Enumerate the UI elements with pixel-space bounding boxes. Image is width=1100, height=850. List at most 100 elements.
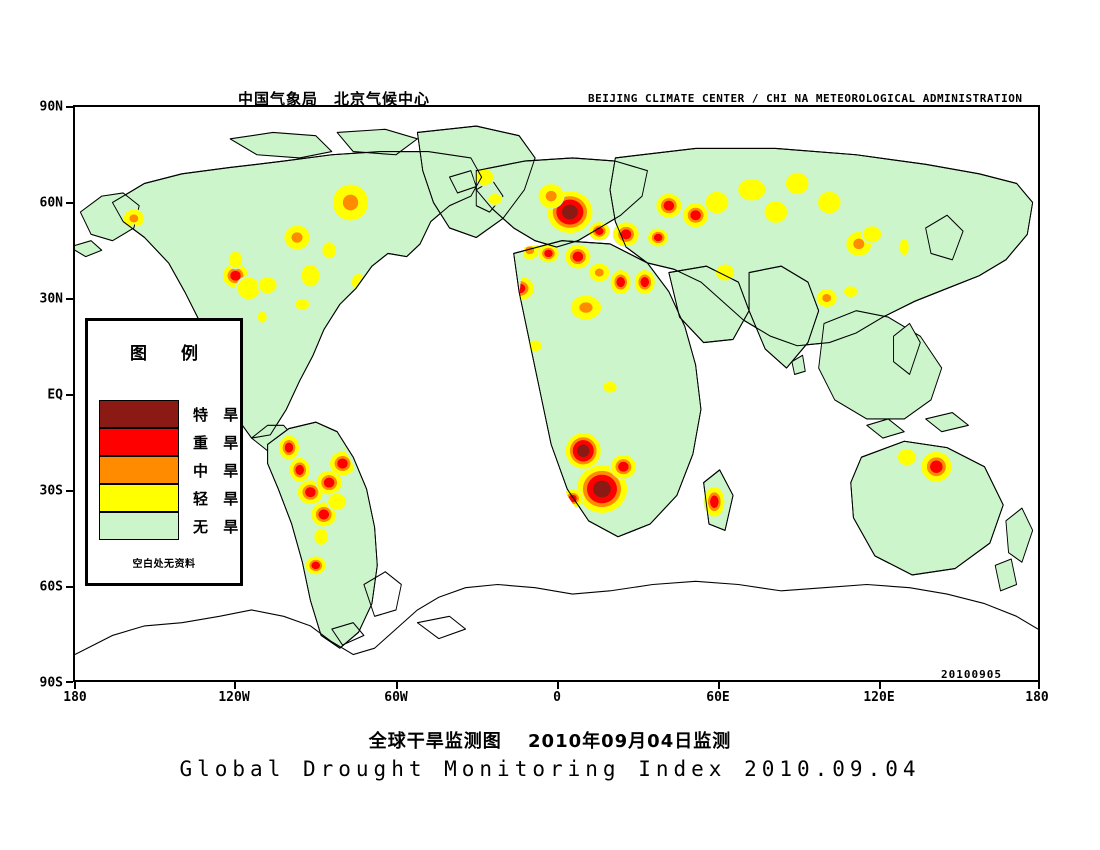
y-tick-mark <box>66 298 73 300</box>
hotspot-sao-paulo <box>326 492 348 512</box>
y-axis: 90N 60N 30N EQ 30S 60S 90S <box>0 0 73 850</box>
x-tick-mark <box>234 682 236 689</box>
date-stamp: 20100905 <box>941 668 1002 681</box>
y-tick-label: 30S <box>39 483 63 499</box>
hotspot-yakutia <box>783 170 811 197</box>
y-tick-label: 30N <box>39 291 63 307</box>
legend-items: 特 旱 重 旱 中 旱 轻 旱 无 旱 <box>99 400 243 540</box>
x-tick-mark <box>557 682 559 689</box>
y-tick-label: 60N <box>39 195 63 211</box>
hotspot-central-america <box>256 310 268 324</box>
hotspot-yunnan <box>815 288 838 308</box>
hotspot-siberia-north <box>735 177 768 203</box>
legend-label-severe: 重 旱 <box>193 433 244 452</box>
x-tick-label: 0 <box>553 690 561 705</box>
x-tick-mark <box>396 682 398 689</box>
hotspot-great-basin <box>256 275 279 295</box>
legend-item-extreme: 特 旱 <box>99 400 243 428</box>
y-tick-label: 60S <box>39 579 63 595</box>
x-tick-label: 60E <box>706 690 730 705</box>
x-tick-label: 120E <box>863 690 895 705</box>
hotspot-great-lakes <box>321 240 338 260</box>
legend-item-severe: 重 旱 <box>99 428 243 456</box>
hotspot-sichuan <box>842 285 859 298</box>
y-tick-mark <box>66 394 73 396</box>
hotspot-siberia-central <box>703 189 731 216</box>
hotspot-inner-mongolia <box>861 224 883 244</box>
hotspot-iran <box>634 269 656 295</box>
x-tick-mark <box>879 682 881 689</box>
chart-title-cn: 全球干旱监测图 2010年09月04日监测 <box>368 731 732 752</box>
hotspot-pacific-nw <box>227 250 244 270</box>
x-tick-mark <box>718 682 720 689</box>
coastline-overlay <box>75 125 1038 656</box>
hotspot-alaska <box>123 208 145 228</box>
hotspot-hudson-bay <box>331 183 370 222</box>
hotspot-kazakhstan-south <box>647 227 669 248</box>
y-tick-label: 90N <box>39 99 63 115</box>
hotspot-levant <box>588 262 610 283</box>
legend-no-data-note: 空白处无资料 <box>132 559 196 570</box>
hotspot-iraq <box>610 269 632 295</box>
legend-label-none: 无 旱 <box>193 517 244 536</box>
hotspot-kazakhstan-north <box>655 192 683 219</box>
hotspot-turkey-east <box>564 243 592 270</box>
hotspot-us-plains <box>299 262 322 289</box>
x-tick-mark <box>74 682 76 689</box>
x-tick-mark <box>1038 682 1040 689</box>
hotspot-india-northwest <box>714 262 736 283</box>
hotspot-turkey-west <box>537 243 560 263</box>
legend-label-extreme: 特 旱 <box>193 405 244 424</box>
legend-swatch-moderate <box>99 456 179 484</box>
hotspot-southwest-us <box>235 275 263 302</box>
legend-swatch-extreme <box>99 400 179 428</box>
hotspot-brazil-west <box>315 469 343 496</box>
legend-swatch-severe <box>99 428 179 456</box>
x-tick-label: 60W <box>384 690 408 705</box>
hotspot-us-midwest <box>283 224 311 251</box>
hotspot-siberia-west <box>682 202 709 228</box>
x-tick-label: 180 <box>63 690 87 705</box>
hotspot-argentina-pampas <box>313 527 330 547</box>
hotspot-caspian <box>612 221 640 248</box>
hotspot-far-east <box>815 189 843 216</box>
legend-label-moderate: 中 旱 <box>193 461 244 480</box>
hotspot-angola-congo <box>564 431 602 470</box>
header-org-en: BEIJING CLIMATE CENTER / CHI NA METEOROL… <box>588 92 1023 105</box>
map-legend: 图 例 特 旱 重 旱 中 旱 轻 旱 无 旱 空白处无资料 <box>85 318 243 586</box>
hotspot-arnhem-land <box>896 447 918 467</box>
y-tick-mark <box>66 586 73 588</box>
header-org-cn: 中国气象局 北京气候中心 <box>238 90 431 108</box>
hotspot-peru-north <box>278 434 300 461</box>
x-tick-label: 180 <box>1025 690 1049 705</box>
hotspot-mozambique <box>610 453 637 480</box>
hotspot-mongolia-north <box>762 199 790 225</box>
hotspot-cape-york <box>920 450 953 483</box>
y-tick-label: EQ <box>47 387 63 403</box>
legend-title: 图 例 <box>130 344 212 364</box>
y-tick-mark <box>66 106 73 108</box>
hotspot-argentina-patagonia <box>305 555 327 575</box>
hotspot-baltic <box>537 183 565 209</box>
hotspot-uk <box>486 192 503 206</box>
hotspot-south-russia <box>588 221 610 241</box>
y-tick-mark <box>66 490 73 492</box>
hotspot-sudan-red-sea <box>569 294 602 321</box>
hotspot-east-africa <box>601 380 619 394</box>
legend-swatch-none <box>99 512 179 540</box>
hotspot-mexico <box>294 298 311 311</box>
chart-title-en: Global Drought Monitoring Index 2010.09.… <box>179 757 921 781</box>
hotspot-madagascar <box>703 485 726 518</box>
legend-item-moderate: 中 旱 <box>99 456 243 484</box>
hotspot-peru <box>289 457 311 483</box>
legend-item-none: 无 旱 <box>99 512 243 540</box>
hotspot-korea-japan <box>898 237 910 257</box>
legend-swatch-mild <box>99 484 179 512</box>
legend-label-mild: 轻 旱 <box>193 489 244 508</box>
legend-item-mild: 轻 旱 <box>99 484 243 512</box>
y-tick-mark <box>66 202 73 204</box>
y-tick-label: 90S <box>39 675 63 691</box>
y-tick-mark <box>66 681 73 683</box>
x-tick-label: 120W <box>218 690 250 705</box>
